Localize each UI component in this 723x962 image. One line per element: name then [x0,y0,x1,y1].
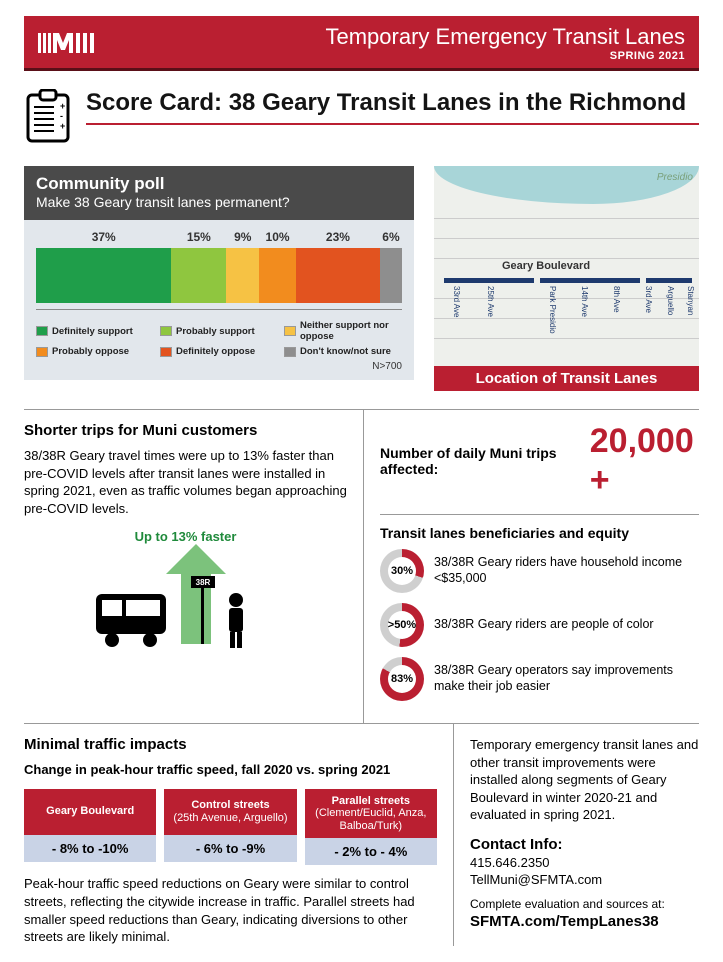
donut-icon: 30% [380,549,424,593]
map-tick: Park Presidio [548,286,557,334]
clipboard-icon: + - + [24,89,72,150]
map-graphic: Presidio Geary Boulevard 33rd Ave 25th Av… [434,166,699,366]
header-subtitle: SPRING 2021 [326,50,686,62]
equity-text: 38/38R Geary operators say improvements … [434,663,699,694]
equity-heading: Transit lanes beneficiaries and equity [380,514,699,541]
equity-row: 83% 38/38R Geary operators say improvemen… [380,657,699,701]
poll-segment [36,248,171,303]
community-poll: Community poll Make 38 Geary transit lan… [24,166,414,391]
map-caption: Location of Transit Lanes [434,366,699,391]
contact-email: TellMuni@SFMTA.com [470,872,699,887]
poll-n: N>700 [36,361,402,372]
map-park-label: Presidio [657,172,693,183]
equity-text: 38/38R Geary riders have household incom… [434,555,699,586]
poll-pct-label: 37% [36,230,171,244]
muni-logo [38,29,108,57]
svg-text:38R: 38R [195,578,210,587]
map-tick: 8th Ave [612,286,621,313]
poll-segment [259,248,296,303]
traffic-col: Geary Boulevard- 8% to -10% [24,789,156,866]
trips-value: 20,000 + [590,422,699,500]
header-title: Temporary Emergency Transit Lanes [326,24,686,50]
svg-text:+: + [60,121,65,131]
shorter-body: 38/38R Geary travel times were up to 13%… [24,447,347,517]
legend-item: Definitely support [36,320,154,342]
donut-icon: >50% [380,603,424,647]
donut-icon: 83% [380,657,424,701]
equity-row: >50% 38/38R Geary riders are people of co… [380,603,699,647]
map-tick: 3rd Ave [644,286,653,313]
shorter-heading: Shorter trips for Muni customers [24,422,347,439]
legend-item: Probably support [160,320,278,342]
traffic-col: Parallel streets(Clement/Euclid, Anza, B… [305,789,437,866]
traffic-heading: Minimal traffic impacts [24,736,437,753]
map-tick: 33rd Ave [452,286,461,317]
source-intro: Complete evaluation and sources at: [470,897,699,911]
map-tick: Arguello [666,286,675,315]
legend-item: Probably oppose [36,346,154,357]
poll-segment [226,248,259,303]
traffic-subheading: Change in peak-hour traffic speed, fall … [24,761,437,779]
equity-row: 30% 38/38R Geary riders have household in… [380,549,699,593]
traffic-body: Peak-hour traffic speed reductions on Ge… [24,875,437,945]
bus-stop-icon: 38R [86,544,286,654]
legend-item: Definitely oppose [160,346,278,357]
faster-label: Up to 13% faster [24,529,347,544]
poll-pct-label: 6% [380,230,402,244]
poll-stacked-bar [36,248,402,310]
map-tick: 25th Ave [486,286,495,317]
poll-question: Make 38 Geary transit lanes permanent? [36,194,402,210]
contact-phone: 415.646.2350 [470,855,699,870]
poll-segment [171,248,226,303]
map-street-label: Geary Boulevard [502,260,590,272]
poll-pct-label: 10% [259,230,296,244]
contact-heading: Contact Info: [470,836,699,853]
page-title: Score Card: 38 Geary Transit Lanes in th… [86,89,699,125]
equity-text: 38/38R Geary riders are people of color [434,617,654,633]
sidebar-body: Temporary emergency transit lanes and ot… [470,736,699,824]
poll-pct-label: 15% [171,230,226,244]
map-tick: 14th Ave [580,286,589,317]
poll-title: Community poll [36,174,402,194]
poll-pct-label: 23% [296,230,380,244]
svg-text:-: - [60,111,63,121]
legend-item: Don't know/not sure [284,346,402,357]
header-band: Temporary Emergency Transit Lanes SPRING… [24,16,699,71]
poll-segment [296,248,380,303]
traffic-table: Geary Boulevard- 8% to -10%Control stree… [24,789,437,866]
svg-text:+: + [60,101,65,111]
trips-label: Number of daily Muni trips affected: [380,445,576,477]
map-tick: Stanyan [686,286,695,315]
poll-segment [380,248,402,303]
traffic-col: Control streets(25th Avenue, Arguello)- … [164,789,296,866]
source-url: SFMTA.com/TempLanes38 [470,913,699,930]
legend-item: Neither support nor oppose [284,320,402,342]
poll-pct-label: 9% [226,230,259,244]
